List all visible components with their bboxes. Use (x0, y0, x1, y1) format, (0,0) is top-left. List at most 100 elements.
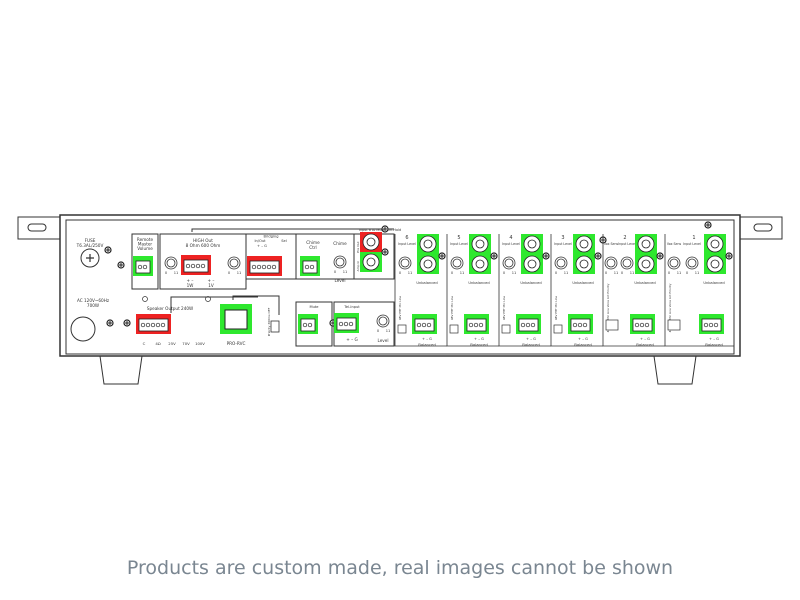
high-out-knob-8ohm[interactable]: 0 11 (164, 256, 178, 275)
input-level-knob[interactable]: 0 11 (685, 256, 699, 275)
xlr-ring (471, 235, 489, 253)
terminal-screw (271, 264, 277, 270)
channel-number: 1 (692, 235, 695, 241)
unbalanced-jack-lower[interactable] (704, 254, 726, 274)
pre-out-jack[interactable] (360, 232, 382, 252)
channel-divider (602, 234, 665, 347)
screw-icon (123, 319, 131, 327)
remote-volume-terminal[interactable] (133, 256, 153, 276)
unbalanced-jack-upper[interactable] (469, 234, 491, 254)
tel-level-knob[interactable]: 0 11 (376, 314, 390, 333)
mute-terminal[interactable] (298, 314, 318, 334)
unbalanced-jack-lower[interactable] (417, 254, 439, 274)
unbalanced-label: Unbalanced (468, 281, 489, 285)
channel-number: 6 (405, 235, 408, 241)
unbalanced-jack-upper[interactable] (521, 234, 543, 254)
screw-cross (383, 227, 387, 231)
knob-min: 0 (451, 271, 454, 275)
knob-body (166, 258, 176, 268)
vox-sens-label: Vox Sens (667, 242, 682, 246)
balanced-input-terminal[interactable] (630, 314, 655, 334)
unbalanced-jack-upper[interactable] (704, 234, 726, 254)
xlr-center (475, 259, 485, 269)
unbalanced-label: Unbalanced (520, 281, 541, 285)
knob-body (606, 258, 616, 268)
terminal-block (701, 318, 722, 332)
balanced-input-terminal[interactable] (568, 314, 593, 334)
balanced-input-terminal[interactable] (464, 314, 489, 334)
mic-line-switch-label: 48V PHT Mic Line Voice Act Priority (668, 283, 672, 332)
knob-min: 0 (621, 271, 624, 275)
input-level-label: Input Level (683, 242, 701, 246)
knob-max: 11 (564, 271, 569, 275)
unbalanced-jack-lower[interactable] (469, 254, 491, 274)
input-level-knob[interactable]: 0 11 (620, 256, 635, 275)
high-out-sub: 8 Ohm 600 Ohm (186, 243, 221, 248)
input-level-label: Input Level (398, 242, 416, 246)
knob-body (229, 258, 239, 268)
vox-sens-knob[interactable]: 0 11 (667, 256, 681, 275)
terminal-screw (251, 264, 257, 270)
balanced-input-terminal[interactable] (516, 314, 541, 334)
tel-input-terminal[interactable] (334, 313, 359, 333)
xlr-center (527, 259, 537, 269)
fuse-rating: T6.3AL/250V (76, 243, 104, 248)
power-inlet[interactable] (70, 316, 96, 342)
terminal-screw (426, 322, 432, 328)
mic-line-switch[interactable] (553, 324, 563, 334)
high-out-terminal[interactable] (181, 255, 211, 275)
unbalanced-jack-upper[interactable] (417, 234, 439, 254)
knob-max: 11 (630, 271, 635, 275)
screw-cross (544, 254, 548, 258)
input-level-knob[interactable]: 0 11 (502, 256, 516, 275)
unbalanced-jack-upper[interactable] (573, 234, 595, 254)
balanced-input-terminal[interactable] (699, 314, 724, 334)
bridging-inout: In/Out (254, 239, 266, 243)
mic-line-switch[interactable] (667, 319, 681, 331)
knob-body (378, 316, 388, 326)
screw-cross (706, 223, 710, 227)
balanced-label: Balanced (522, 342, 540, 347)
terminal-screw (142, 264, 148, 270)
unbalanced-jack-upper[interactable] (635, 234, 657, 254)
balanced-input-terminal[interactable] (412, 314, 437, 334)
chime-ctrl-label: Chime (306, 240, 320, 245)
terminal-screw (639, 322, 645, 328)
terminal-screw (478, 322, 484, 328)
bridging-terminal[interactable] (247, 256, 282, 276)
high-out-knob-600ohm[interactable]: 0 11 (227, 256, 242, 275)
terminal-screw (703, 322, 709, 328)
channel-number: 2 (623, 235, 626, 241)
input-level-knob[interactable]: 0 11 (398, 256, 412, 275)
mic-line-switch[interactable] (501, 324, 511, 334)
unbalanced-jack-lower[interactable] (573, 254, 595, 274)
pro-rvc-port[interactable] (220, 304, 252, 334)
rvc-label: PRO-RVC (227, 341, 246, 346)
xlr-ring (362, 233, 380, 251)
input-level-knob[interactable]: 0 11 (450, 256, 464, 275)
fuse-holder[interactable] (80, 248, 100, 268)
high-out-1w: 1W (187, 283, 194, 288)
terminal-screw (421, 322, 427, 328)
amp-in-jack[interactable] (360, 252, 382, 272)
remote-label: Remote (137, 237, 154, 242)
chime-ctrl-terminal[interactable] (300, 256, 320, 276)
mic-line-switch[interactable] (605, 319, 619, 331)
vox-sens-knob[interactable]: 0 11 (604, 256, 618, 275)
speaker-output-terminal[interactable] (136, 314, 171, 334)
mic-line-switch[interactable] (397, 324, 407, 334)
input-level-knob[interactable]: 0 11 (554, 256, 569, 275)
knob-max: 11 (237, 271, 242, 275)
unbalanced-jack-lower[interactable] (635, 254, 657, 274)
input-level-label: Input Level (618, 242, 636, 246)
balanced-pins-label: + – G (578, 337, 588, 341)
knob-body (452, 258, 462, 268)
unbalanced-jack-lower[interactable] (521, 254, 543, 274)
terminal-screw (190, 263, 196, 269)
bridging-sel: Sel (281, 239, 287, 243)
mic-line-switch[interactable] (449, 324, 459, 334)
priority-dip-switch[interactable] (270, 320, 280, 333)
chime-level-knob[interactable]: 0 11 (333, 255, 347, 274)
